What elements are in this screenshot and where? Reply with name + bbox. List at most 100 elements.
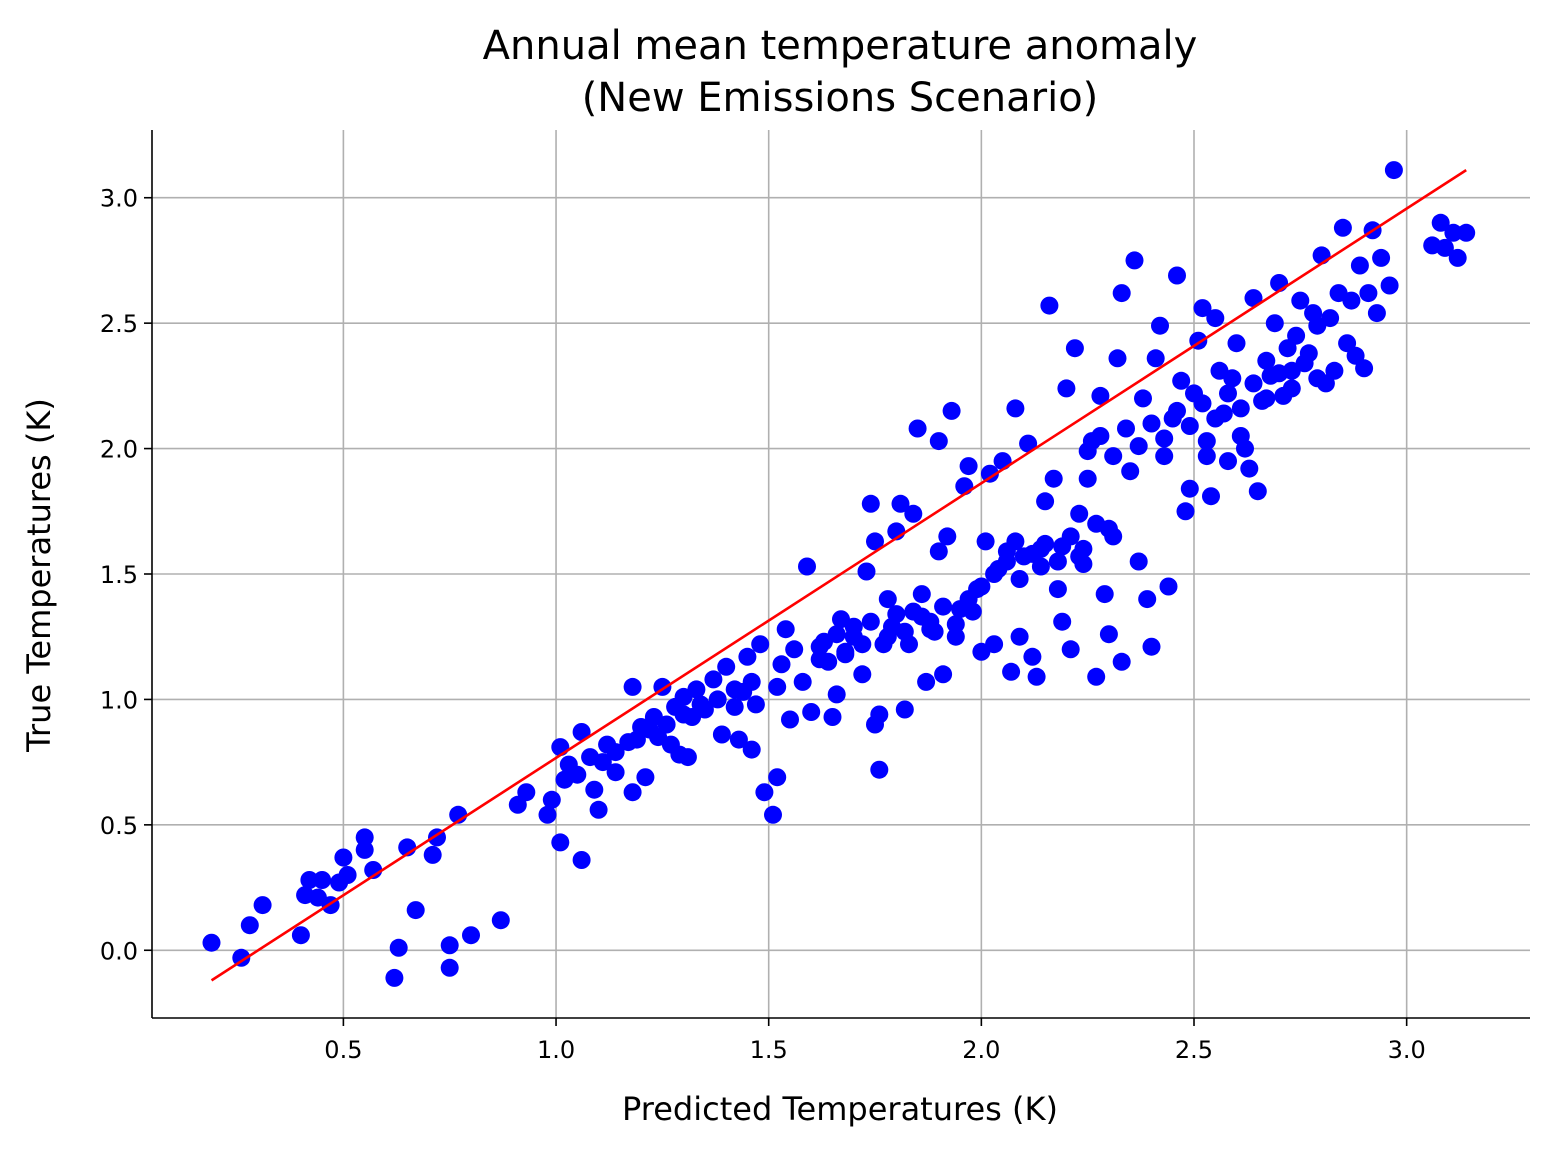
y-tick-label: 2.5 (100, 310, 138, 338)
data-point (921, 620, 940, 639)
data-point (912, 607, 931, 626)
data-point (1125, 251, 1144, 270)
data-point (1023, 544, 1042, 563)
data-point (917, 672, 936, 691)
x-tick-label: 2.5 (1175, 1036, 1213, 1064)
data-point (1142, 637, 1161, 656)
y-tick-label: 2.0 (100, 436, 138, 464)
data-point (1206, 309, 1225, 328)
data-point (1070, 504, 1089, 523)
data-point (904, 504, 923, 523)
data-point (551, 738, 570, 757)
data-point (776, 620, 795, 639)
data-point (589, 800, 608, 819)
data-point (972, 577, 991, 596)
data-point (1270, 274, 1289, 292)
data-point (385, 968, 404, 987)
data-point (1193, 394, 1212, 413)
data-point (861, 612, 880, 631)
data-point (959, 590, 978, 609)
data-point (1265, 314, 1284, 333)
data-point (517, 783, 536, 802)
data-point (623, 677, 642, 696)
data-point (1270, 364, 1289, 383)
data-point (1057, 379, 1076, 398)
data-point (1010, 570, 1029, 588)
data-point (1048, 552, 1067, 571)
data-point (751, 635, 770, 654)
data-point (1142, 414, 1161, 433)
data-point (1359, 284, 1378, 303)
data-point (1202, 487, 1220, 506)
data-point (768, 768, 787, 787)
data-point (823, 708, 842, 726)
data-point (1159, 577, 1178, 596)
data-point (202, 933, 221, 952)
x-ticks: 0.5 1.0 1.5 2.0 2.5 3.0 (324, 1018, 1426, 1064)
data-point (1448, 248, 1467, 267)
data-point (1244, 374, 1263, 393)
data-point (1099, 519, 1118, 538)
data-point (976, 532, 995, 551)
data-point (1031, 557, 1050, 576)
scatter-points (202, 161, 1476, 987)
chart-subtitle: (New Emissions Scenario) (582, 75, 1099, 121)
data-point (887, 605, 906, 624)
data-point (355, 828, 374, 847)
x-tick-label: 2.0 (962, 1036, 1000, 1064)
data-point (1091, 427, 1110, 445)
data-point (861, 494, 880, 513)
data-point (955, 477, 974, 496)
data-point (623, 783, 642, 802)
data-point (844, 617, 863, 636)
data-point (798, 557, 816, 576)
data-point (870, 705, 889, 724)
data-point (725, 697, 744, 716)
data-point (1372, 248, 1391, 267)
data-point (1138, 590, 1157, 609)
data-point (746, 695, 765, 714)
data-point (1095, 585, 1114, 604)
y-tick-label: 3.0 (100, 185, 138, 213)
data-point (1355, 359, 1374, 378)
data-point (1240, 459, 1259, 478)
y-tick-label: 1.0 (100, 686, 138, 714)
data-point (908, 419, 927, 438)
data-point (389, 938, 408, 957)
data-point (1219, 452, 1237, 471)
data-point (997, 552, 1016, 571)
data-point (1019, 434, 1038, 453)
data-point (912, 585, 931, 604)
data-point (1010, 627, 1029, 646)
data-point (712, 725, 731, 744)
data-point (1197, 432, 1216, 451)
data-point (985, 565, 1004, 583)
y-tick-label: 0.5 (100, 812, 138, 840)
data-point (1146, 349, 1165, 368)
y-axis-label: True Temperatures (K) (20, 398, 58, 753)
data-point (1129, 552, 1148, 571)
data-point (606, 743, 625, 762)
data-point (1291, 291, 1310, 310)
data-point (946, 615, 965, 634)
data-point (1342, 291, 1361, 310)
chart-title: Annual mean temperature anomaly (483, 23, 1198, 69)
data-point (440, 958, 459, 977)
data-point (1338, 334, 1357, 353)
data-point (1048, 580, 1067, 599)
data-point (768, 677, 787, 696)
data-point (785, 640, 804, 659)
data-point (1321, 309, 1340, 328)
data-point (1287, 326, 1306, 345)
data-point (1155, 429, 1174, 448)
data-point (687, 680, 706, 699)
data-point (1151, 316, 1169, 335)
data-point (1006, 399, 1025, 418)
data-point (755, 783, 774, 802)
data-point (891, 494, 910, 513)
data-point (551, 833, 570, 852)
data-point (1435, 238, 1454, 257)
data-point (585, 780, 604, 799)
data-point (1002, 662, 1021, 681)
data-point (538, 805, 557, 824)
